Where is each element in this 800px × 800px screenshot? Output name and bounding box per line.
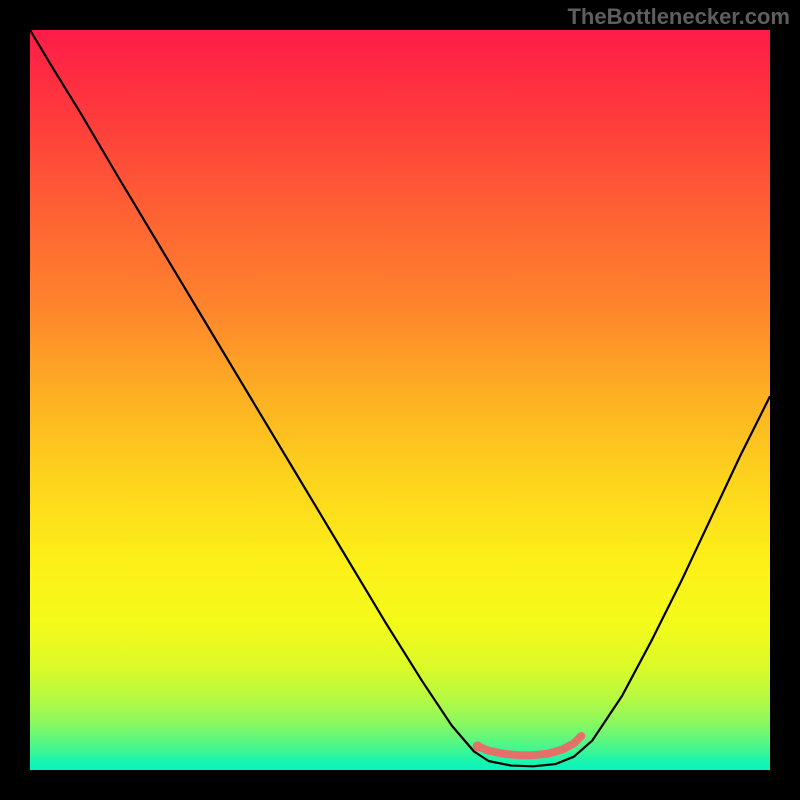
chart-svg: [0, 0, 800, 800]
optimal-range-start-dot: [473, 741, 483, 751]
chart-frame: TheBottlenecker.com: [0, 0, 800, 800]
plot-background: [30, 30, 770, 770]
